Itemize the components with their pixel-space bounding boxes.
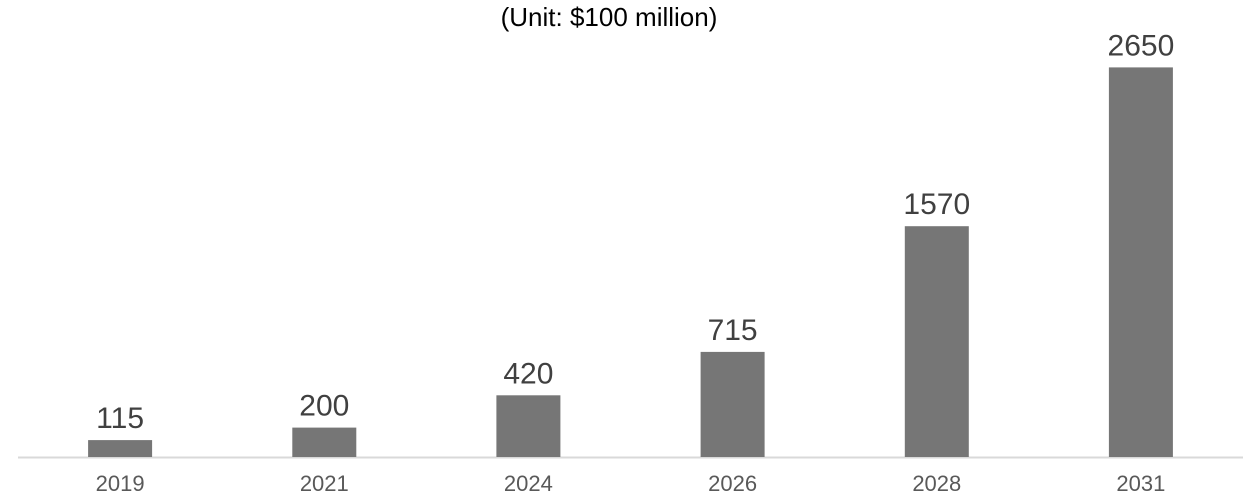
bars-layer <box>88 67 1173 458</box>
data-labels-layer: 115 200 420 715 1570 2650 <box>96 29 1174 435</box>
x-tick-label-2028: 2028 <box>912 471 961 496</box>
x-tick-label-2031: 2031 <box>1116 471 1165 496</box>
chart-subtitle: (Unit: $100 million) <box>501 2 718 32</box>
data-label-2026: 715 <box>708 314 758 347</box>
x-tick-label-2019: 2019 <box>96 471 145 496</box>
x-tick-label-2021: 2021 <box>300 471 349 496</box>
bar-2026 <box>700 351 765 457</box>
bar-2019 <box>88 440 153 457</box>
data-label-2028: 1570 <box>903 188 970 221</box>
bar-2024 <box>496 395 561 457</box>
data-label-2024: 420 <box>503 357 553 390</box>
x-tick-label-2024: 2024 <box>504 471 553 496</box>
x-tick-labels-layer: 2019 2021 2024 2026 2028 2031 <box>96 471 1166 496</box>
data-label-2031: 2650 <box>1108 29 1175 62</box>
x-tick-label-2026: 2026 <box>708 471 757 496</box>
bar-2031 <box>1108 67 1173 458</box>
bar-2028 <box>904 226 969 457</box>
data-label-2021: 200 <box>299 390 349 423</box>
bar-2021 <box>292 427 357 457</box>
data-label-2019: 115 <box>96 402 144 435</box>
